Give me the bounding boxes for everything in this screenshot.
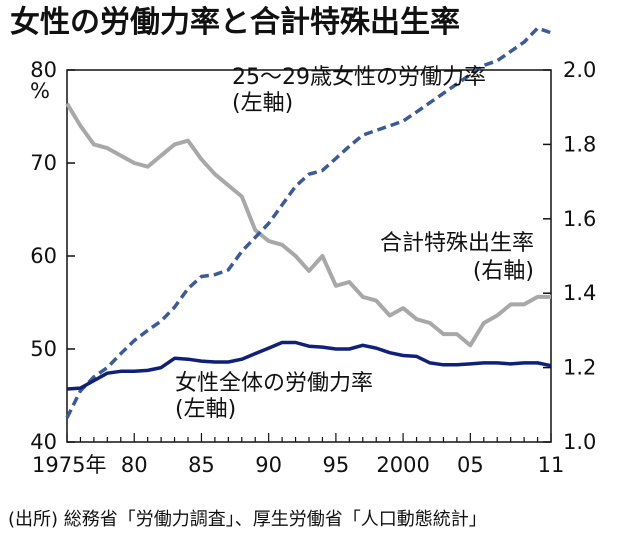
y-left-tick-label-40: 40	[30, 430, 57, 454]
y-left-tick-label-50: 50	[30, 337, 57, 361]
y-left-axis: 40 50 60 70 80	[30, 58, 75, 454]
y-right-tick-label-1.0: 1.0	[563, 430, 596, 454]
y-right-tick-label-1.6: 1.6	[563, 207, 596, 231]
series-note-young-women: (左軸)	[232, 91, 293, 116]
series-label-young-women: 25～29歳女性の労働力率	[232, 65, 486, 90]
x-tick-label-2005: 05	[457, 453, 484, 477]
x-tick-label-1975: 1975年	[32, 453, 106, 477]
x-tick-label-2011: 11	[538, 453, 565, 477]
x-tick-label-1980: 80	[121, 453, 148, 477]
x-tick-label-2000: 2000	[376, 453, 429, 477]
y-right-tick-label-1.4: 1.4	[563, 281, 596, 305]
y-left-unit: %	[30, 79, 50, 103]
series-label-all-women: 女性全体の労働力率	[175, 371, 373, 396]
series-note-fertility: (右軸)	[473, 259, 534, 284]
chart-title: 女性の労働力率と合計特殊出生率	[10, 5, 460, 40]
x-axis: 1975年 80 85 90 95 2000 05 11	[32, 433, 564, 477]
y-left-tick-label-70: 70	[30, 151, 57, 175]
y-left-tick-label-80: 80	[30, 58, 57, 82]
y-right-tick-label-1.2: 1.2	[563, 356, 596, 380]
y-left-tick-label-60: 60	[30, 244, 57, 268]
series-layer	[65, 26, 552, 419]
series-note-all-women: (左軸)	[175, 397, 236, 422]
y-right-axis: 1.0 1.2 1.4 1.6 1.8 2.0	[543, 58, 596, 454]
x-tick-label-1990: 90	[255, 453, 282, 477]
y-right-tick-label-2.0: 2.0	[563, 58, 596, 82]
x-tick-label-1995: 95	[323, 453, 350, 477]
series-line-0	[65, 26, 552, 419]
source-note: (出所) 総務省「労働力調査」、厚生労働省「人口動態統計」	[8, 509, 487, 530]
x-tick-label-1985: 85	[188, 453, 215, 477]
series-line-1	[65, 102, 551, 348]
y-right-tick-label-1.8: 1.8	[563, 132, 596, 156]
series-label-fertility: 合計特殊出生率	[380, 231, 534, 256]
series-line-2	[66, 340, 552, 391]
